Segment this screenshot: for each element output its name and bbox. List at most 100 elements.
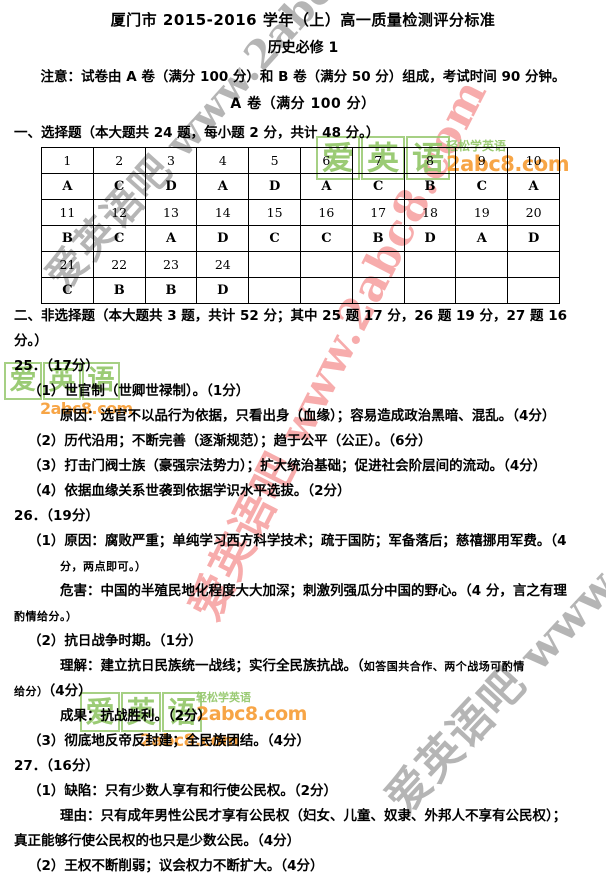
empty-cell (351, 251, 405, 278)
answer-cell: B (351, 225, 405, 252)
question-26-harm-text: 危害：中国的半殖民地化程度大大加深；刺激列强瓜分中国的野心。（4 分，言之有理 (60, 583, 567, 599)
question-number-cell: 6 (299, 147, 353, 174)
question-27-part-2: （2）王权不断削弱；议会权力不断扩大。（4分） (28, 858, 324, 874)
question-number-cell: 17 (351, 199, 405, 226)
question-number-cell: 16 (299, 199, 353, 226)
question-number-cell: 7 (351, 147, 405, 174)
answer-cell: A (299, 173, 353, 200)
question-26-part-2-result: 成果：抗战胜利。（2分） (60, 708, 212, 724)
free-response-section: 二、非选择题（本大题共 3 题，共计 52 分；其中 25 题 17 分，26 … (0, 304, 606, 875)
answer-cell: B (41, 225, 94, 252)
question-number-cell: 5 (248, 147, 301, 174)
empty-cell (248, 251, 301, 278)
empty-cell (455, 277, 509, 304)
question-26-part-1-harm: 危害：中国的半殖民地化程度大大加深；刺激列强瓜分中国的野心。（4 分，言之有理 (14, 579, 598, 604)
question-26-part-2-understanding: 理解：建立抗日民族统一战线；实行全民族抗战。（如答国共合作、两个战场可酌情 (14, 654, 598, 679)
question-number-cell: 4 (196, 147, 250, 174)
empty-cell (299, 277, 353, 304)
empty-cell (507, 277, 560, 304)
question-number-cell: 21 (41, 251, 94, 278)
q26-understanding-score: （4分） (48, 683, 92, 699)
answer-cell: C (248, 225, 301, 252)
question-26-part-1-reason-note: 分，两点即可。） (60, 560, 147, 573)
empty-cell (248, 277, 301, 304)
section-one-heading: 一、选择题（本大题共 24 题，每小题 2 分，共计 48 分。） (14, 125, 380, 141)
question-number-cell: 13 (144, 199, 198, 226)
q26-understanding-note: 如答国共合作、两个战场可酌情 (363, 660, 525, 673)
question-25-part-3: （3）打击门阀士族（豪强宗法势力）；扩大统治基础；促进社会阶层间的流动。（4分） (28, 458, 547, 474)
question-26-part-2: （2）抗日战争时期。（1分） (28, 633, 203, 649)
empty-cell (507, 251, 560, 278)
page-title: 厦门市 2015-2016 学年（上）高一质量检测评分标准 (110, 11, 496, 29)
answer-cell: A (455, 225, 509, 252)
answer-cell: A (507, 173, 560, 200)
answer-cell: C (351, 173, 405, 200)
question-number-cell: 14 (196, 199, 250, 226)
empty-cell (403, 277, 457, 304)
question-number-cell: 22 (92, 251, 146, 278)
answer-cell: C (455, 173, 509, 200)
question-25-part-2: （2）历代沿用；不断完善（逐渐规范）；趋于公平（公正）。（6分） (28, 433, 432, 449)
answer-cell: C (299, 225, 353, 252)
empty-cell (403, 251, 457, 278)
answer-cell: A (196, 173, 250, 200)
multiple-choice-answer-table: 1 2 3 4 5 6 7 8 9 10 A C D A D A (41, 147, 560, 304)
table-row: 1 2 3 4 5 6 7 8 9 10 (41, 147, 560, 174)
question-number-cell: 1 (41, 147, 94, 174)
question-25-number: 25．（17分） (14, 358, 99, 374)
answer-cell: A (41, 173, 94, 200)
question-26-part-1-reason: （1）原因：腐败严重；单纯学习西方科学技术；疏于国防；军备落后；慈禧挪用军费。（… (28, 533, 567, 549)
answer-cell: D (248, 173, 301, 200)
question-26-part-1-harm-note: 酌情给分。） (14, 610, 78, 623)
q26-understanding-note-cont: 给分） (14, 685, 49, 698)
answer-cell: D (403, 225, 457, 252)
answer-table-body: 1 2 3 4 5 6 7 8 9 10 A C D A D A (41, 147, 560, 304)
question-27-part-1-reason: 理由：只有成年男性公民才享有公民权（妇女、儿童、奴隶、外邦人不享有公民权）； (60, 808, 567, 824)
empty-cell (351, 277, 405, 304)
answer-cell: C (92, 173, 146, 200)
answer-cell: C (41, 277, 94, 304)
paper-a-heading: A 卷（满分 100 分） (230, 96, 376, 112)
question-26-number: 26．（19分） (14, 508, 99, 524)
question-number-cell: 19 (455, 199, 509, 226)
question-26-part-2-understanding-cont: 给分）（4分） (14, 679, 598, 704)
question-25-part-4: （4）依据血缘关系世袭到依据学识水平选拔。（2分） (28, 483, 351, 499)
question-number-cell: 12 (92, 199, 146, 226)
question-27-part-1-defect: （1）缺陷：只有少数人享有和行使公民权。（2分） (28, 783, 338, 799)
q26-understanding-main: 理解：建立抗日民族统一战线；实行全民族抗战。（ (60, 658, 364, 674)
question-27-number: 27．（16分） (14, 758, 99, 774)
question-25-part-1: （1）世官制（世卿世禄制）。（1分） (28, 383, 250, 399)
question-number-cell: 23 (144, 251, 198, 278)
question-26-part-3: （3）彻底地反帝反封建；全民族团结。（4分） (28, 733, 311, 749)
question-number-cell: 9 (455, 147, 509, 174)
answer-cell: B (403, 173, 457, 200)
answer-cell: D (144, 173, 198, 200)
answer-cell: C (92, 225, 146, 252)
question-27-part-1-reason-cont: 真正能够行使公民权的也只是少数公民。（4分） (14, 833, 301, 849)
subject-title: 历史必修 1 (267, 40, 339, 56)
question-number-cell: 18 (403, 199, 457, 226)
answer-cell: B (144, 277, 198, 304)
table-row: 11 12 13 14 15 16 17 18 19 20 (41, 199, 560, 226)
question-25-part-1-reason: 原因：选官不以品行为依据，只看出身（血缘）；容易造成政治黑暗、混乱。（4分） (60, 408, 556, 424)
question-number-cell: 3 (144, 147, 198, 174)
answer-cell: D (196, 225, 250, 252)
answer-cell: B (92, 277, 146, 304)
section-two-heading: 二、非选择题（本大题共 3 题，共计 52 分；其中 25 题 17 分，26 … (14, 308, 567, 349)
answer-cell: A (144, 225, 198, 252)
question-number-cell: 8 (403, 147, 457, 174)
table-row: C B B D (41, 277, 560, 304)
question-number-cell: 11 (41, 199, 94, 226)
question-number-cell: 20 (507, 199, 560, 226)
question-number-cell: 24 (196, 251, 250, 278)
table-row: A C D A D A C B C A (41, 173, 560, 200)
table-row: 21 22 23 24 (41, 251, 560, 278)
question-number-cell: 15 (248, 199, 301, 226)
answer-cell: D (196, 277, 250, 304)
question-number-cell: 10 (507, 147, 560, 174)
empty-cell (455, 251, 509, 278)
empty-cell (299, 251, 353, 278)
question-number-cell: 2 (92, 147, 146, 174)
